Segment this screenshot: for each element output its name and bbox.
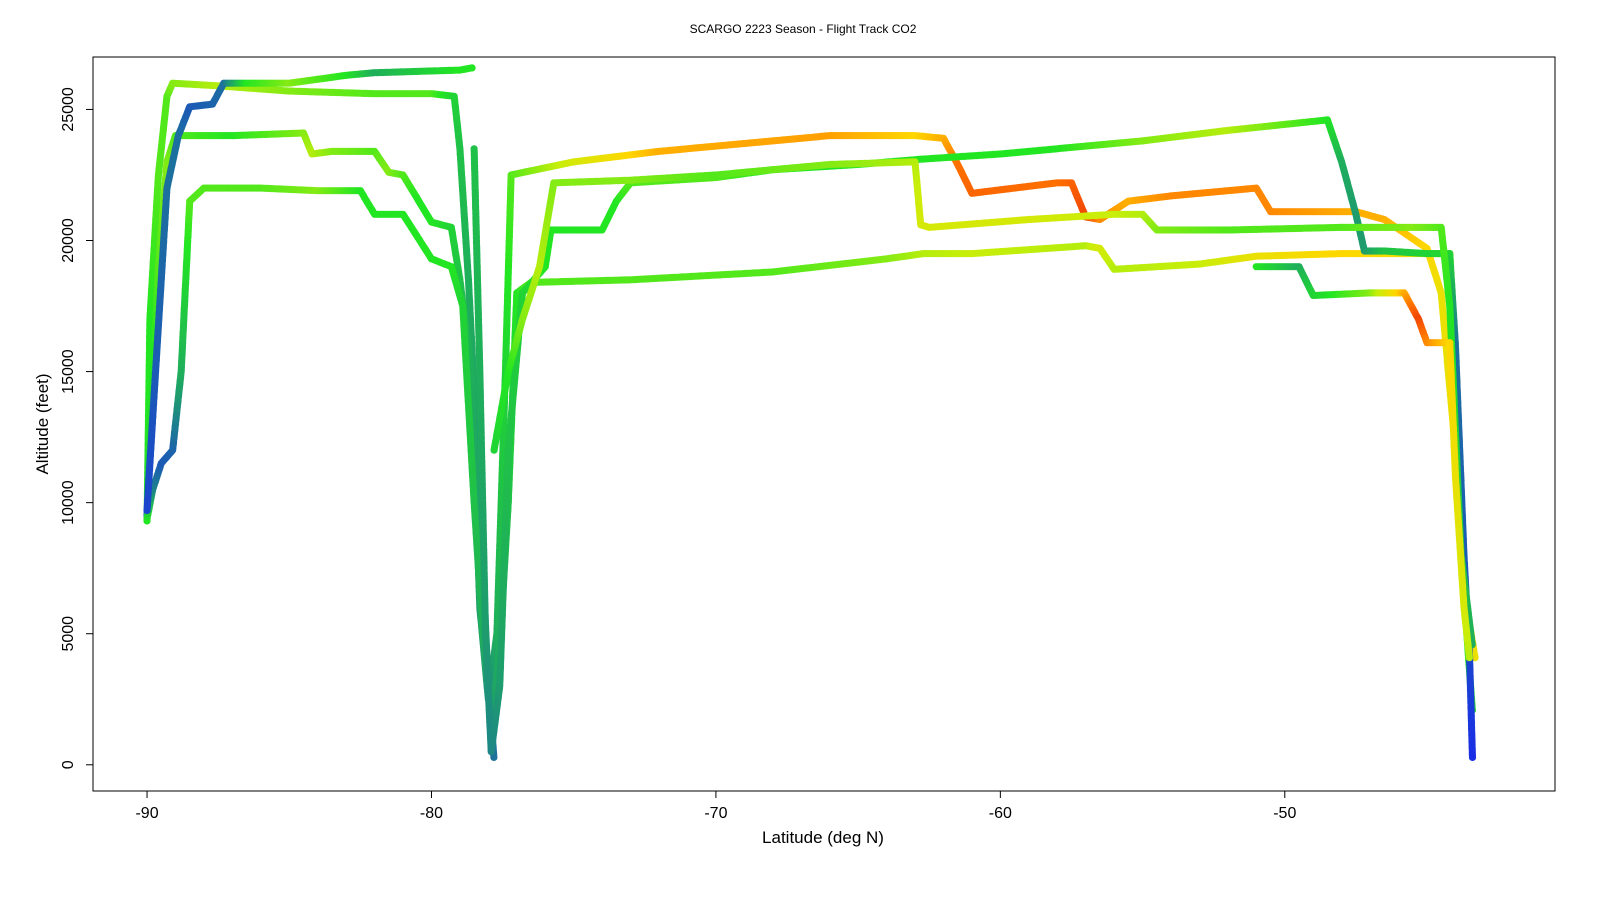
flight-tracks — [143, 64, 1479, 762]
flight-track-series-1 — [143, 79, 498, 762]
flight-track-series-2 — [143, 129, 1479, 703]
track-point — [1468, 753, 1477, 762]
track-point — [468, 64, 476, 72]
chart-title: SCARGO 2223 Season - Flight Track CO2 — [690, 22, 917, 36]
track-point — [490, 753, 498, 762]
flight-track-series-6 — [490, 158, 1476, 649]
flight-track-series-4 — [143, 64, 476, 515]
